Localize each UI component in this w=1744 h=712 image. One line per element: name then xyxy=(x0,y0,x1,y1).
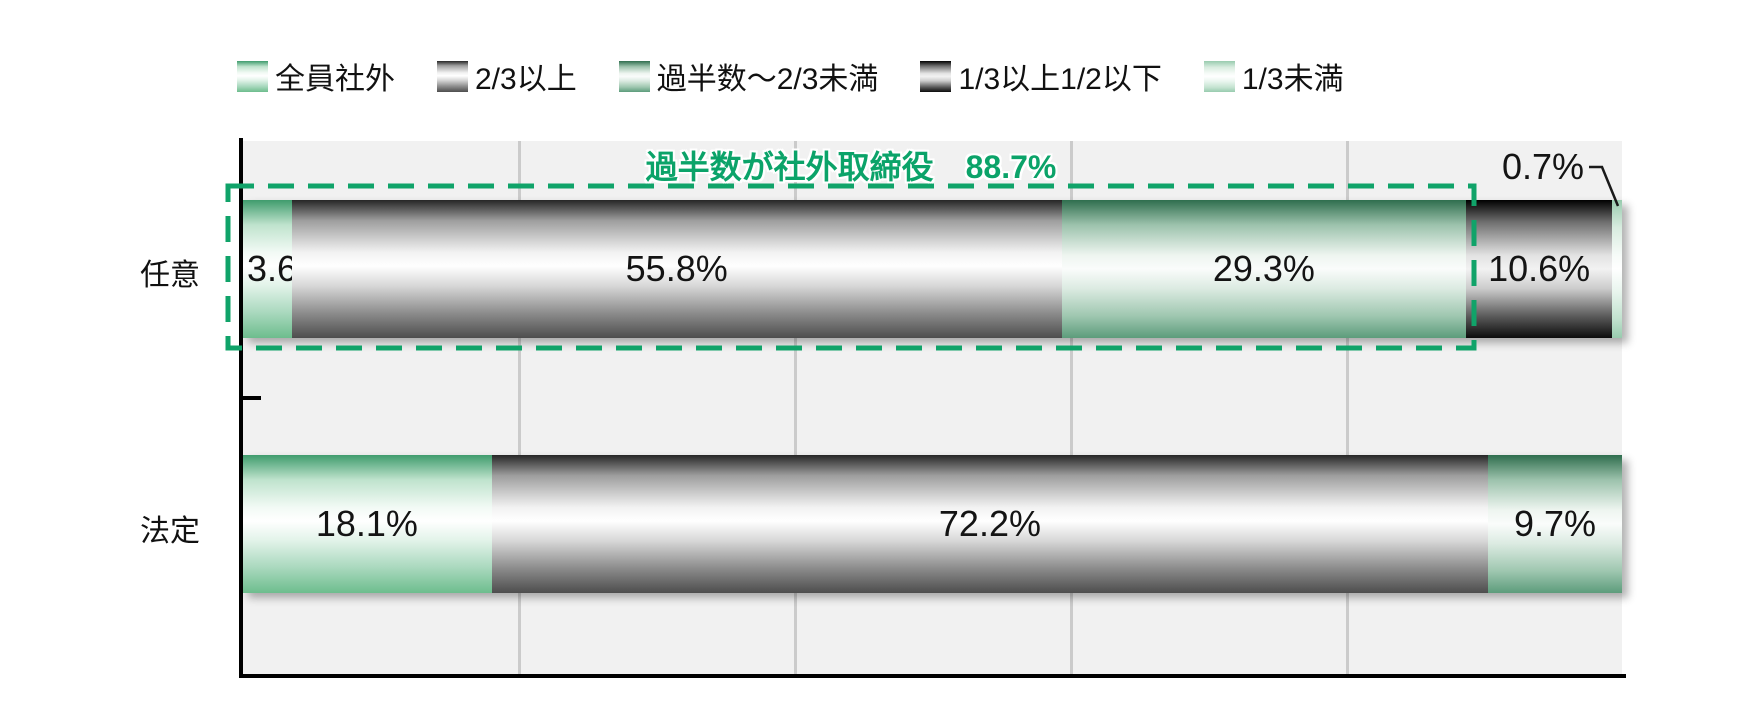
annotation-majority-outside-directors: 過半数が社外取締役 88.7% xyxy=(645,149,1057,185)
segment-all-outside: 3.6% xyxy=(242,200,329,338)
legend-label: 1/3以上1/2以下 xyxy=(958,63,1162,96)
legend-label: 1/3未満 xyxy=(1241,63,1344,96)
segment-value-label: 9.7% xyxy=(1514,503,1597,544)
legend-swatch-under-one-third-icon xyxy=(1203,60,1235,92)
gridline-40pct xyxy=(794,141,797,674)
segment-value-label: 72.2% xyxy=(938,503,1041,544)
legend-swatch-two-thirds-plus-icon xyxy=(437,60,468,92)
plot-area: 3.6% 55.8% 29.3% 10.6% 18.1% 72.2% xyxy=(242,141,1622,674)
segment-one-third-to-half: 10.6% xyxy=(1466,200,1613,338)
bar-voluntary: 3.6% 55.8% 29.3% 10.6% xyxy=(242,200,1622,338)
gridline-20pct xyxy=(518,141,521,674)
segment-all-outside: 18.1% xyxy=(242,455,492,593)
legend-item-all-outside: 全員社外 xyxy=(237,54,395,98)
legend-swatch-majority-to-two-thirds-icon xyxy=(618,60,650,92)
legend-item-under-one-third: 1/3未満 xyxy=(1203,54,1344,98)
legend-swatch-all-outside-icon xyxy=(237,60,268,92)
segment-value-label: 29.3% xyxy=(1212,248,1315,289)
segment-value-label: 55.8% xyxy=(625,248,728,289)
legend: 全員社外 2/3以上 過半数～2/3未満 1/3以上1/2以下 1/3未満 xyxy=(237,58,1344,96)
legend-label: 全員社外 xyxy=(275,63,395,96)
callout-value-label: 0.7% xyxy=(1501,146,1584,187)
legend-swatch-one-third-to-half-icon xyxy=(920,60,952,92)
gridline-80pct xyxy=(1346,141,1349,674)
category-label-voluntary: 任意 xyxy=(140,259,200,292)
legend-item-two-thirds-plus: 2/3以上 xyxy=(437,54,577,98)
segment-two-thirds-plus: 55.8% xyxy=(291,200,1062,338)
y-axis-line xyxy=(239,138,243,678)
legend-label: 2/3以上 xyxy=(475,63,577,96)
legend-item-majority-to-two-thirds: 過半数～2/3未満 xyxy=(618,54,879,98)
category-divider-tick xyxy=(243,396,261,400)
segment-majority-to-two-thirds: 9.7% xyxy=(1488,455,1622,593)
category-label-statutory: 法定 xyxy=(140,515,200,548)
legend-label: 過半数～2/3未満 xyxy=(656,63,879,96)
segment-majority-to-two-thirds: 29.3% xyxy=(1061,200,1467,338)
legend-item-one-third-to-half: 1/3以上1/2以下 xyxy=(920,54,1162,98)
x-axis-line xyxy=(239,674,1626,678)
segment-value-label: 10.6% xyxy=(1488,248,1591,289)
segment-value-label: 18.1% xyxy=(315,503,418,544)
segment-under-one-third xyxy=(1612,200,1622,338)
gridline-60pct xyxy=(1070,141,1073,674)
bar-statutory: 18.1% 72.2% 9.7% xyxy=(242,455,1622,593)
segment-two-thirds-plus: 72.2% xyxy=(491,455,1489,593)
